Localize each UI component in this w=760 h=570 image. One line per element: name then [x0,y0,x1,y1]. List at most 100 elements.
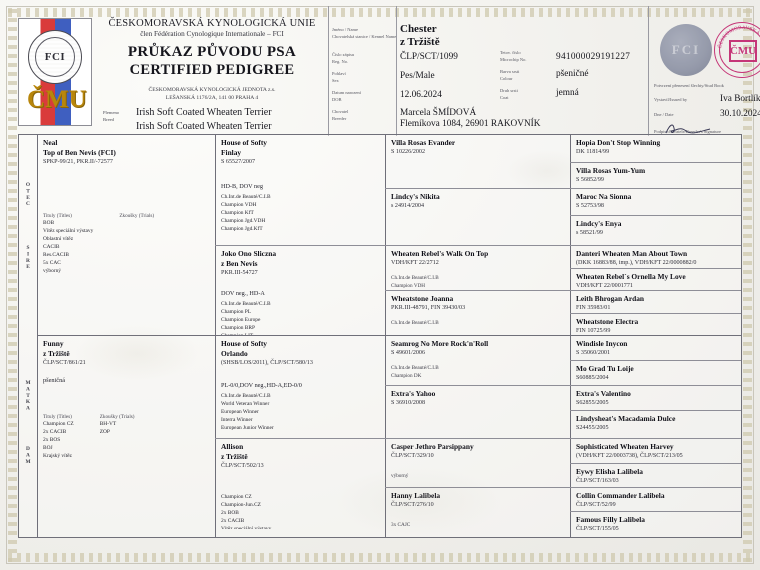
dog-coat: jemná [556,88,579,98]
gen4-name-10: Extra's Valentino [576,389,631,398]
gen4-cell-15: Famous Filly Lalibela ČLP/SCT/155/05 [571,512,741,535]
gen4-cell-6: Leith Bhrogan Ardan FIN 35983/01 [571,291,741,313]
gen2-titles-3: Champion CZ Champion-Jun.CZ 2x BOB 2x CACIB… [221,493,272,529]
label-date: Dne / Date [654,112,674,117]
cmku-round-stamp-icon: ČMU ČESKOMORAVSKÁ KYNOLOGICKÁ UNIE [714,22,760,78]
gen4-cell-1: Villa Rosas Yum-Yum S 56852/99 [571,163,741,188]
gen2-titles-2: Ch.Int.de Beauté/C.I.B World Veteran Winn… [221,392,274,431]
dam-name: Funny [43,339,64,348]
gen4-sep-1 [570,162,741,163]
org-address-line-1: ČESKOMORAVSKÁ KYNOLOGICKÁ JEDNOTA z.s. [148,87,276,93]
gen2-name-2: House of Softy [221,339,267,348]
dam-titles-header: Tituly (Titles) [43,413,72,420]
sire-cell: Neal Top of Ben Nevis (FCI) SPKP-99/21, … [38,135,214,335]
sire-titles-header: Tituly (Titles) [43,212,72,219]
gen4-sep-12 [570,463,741,464]
gen3-reg-0: S 10226/2002 [391,149,426,156]
gen4-sep-6 [570,290,741,291]
gen4-name-7: Wheatstone Electra [576,317,639,326]
dog-identity-fields: Jméno / Name Chovatelská stanice / Kenne… [328,6,760,136]
gen3-cell-6: Casper Jethro Parsippany ČLP/SCT/329/10 … [386,439,569,487]
sire-kennel: Top of Ben Nevis (FCI) [43,147,116,157]
gen3-extra-7: 3x CAJC [391,521,411,528]
gen3-extra-2: Ch.Int.de Beauté/C.I.B Champion VDH [391,274,439,289]
gen4-name-15: Famous Filly Lalibela [576,515,645,524]
gen4-sep-4 [570,245,741,246]
sire-tests-header: Zkoušky (Trials) [119,212,155,219]
stamp-arc-text: ČESKOMORAVSKÁ KYNOLOGICKÁ UNIE [715,23,760,51]
gen4-sep-14 [570,511,741,512]
gen3-reg-1: s 24914/2004 [391,203,425,210]
document-title-cz: PRŮKAZ PŮVODU PSA [127,44,297,60]
gen3-reg-5: S 36910/2008 [391,400,426,407]
dog-microchip: 941000029191227 [556,52,631,62]
gen3-sep-2 [385,245,570,246]
breed-values: Irish Soft Coated Wheaten Terrier Irish … [136,106,272,133]
gen2-cell-1: Joko Ono Sliczna z Ben Nevis PKR.III-547… [216,246,384,335]
label-reg-no: Číslo zápisu Reg. No. [332,52,355,65]
breeder-address: Flemíkova 1084, 26901 RAKOVNÍK [400,119,541,129]
gen4-name-1: Villa Rosas Yum-Yum [576,166,646,175]
label-sex: Pohlaví Sex [332,71,346,84]
gen4-name-13: Eywy Elisha Lalibela [576,467,643,476]
gen4-cell-14: Collin Commander Lalibela ČLP/SCT/52/99 [571,488,741,511]
side-label-sire-en: SIRE [25,244,31,271]
border-pattern-bottom [8,553,752,562]
gen4-sep-13 [570,487,741,488]
gen3-extra-4: Ch.Int.de Beauté/C.I.B Champion DK [391,364,439,379]
gen3-sep-1 [385,188,570,189]
dog-sex: Pes/Male [400,71,435,81]
gen3-cell-7: Hanny Lalibela ČLP/SCT/276/10 3x CAJC [386,488,569,529]
sire-reg-no: SPKP-99/21, PKR.II/-72577 [43,159,113,166]
side-label-sire-cz: OTEC [25,182,31,208]
label-kennel: Chovatelská stanice / Kennel Name [332,34,397,39]
side-label-dam-cz: MATKA [25,380,31,412]
gen4-reg-9: S60885/2004 [576,375,609,382]
gen3-extra-3: Ch.Int.de Beauté/C.I.B [391,319,439,326]
gen2-titles-1: Ch.Int.de Beauté/C.I.B Champion PL Champio… [221,300,271,335]
issued-by-value: Iva Bortlíková [720,94,760,104]
side-label-dam-en: DAM [25,446,31,466]
gen4-cell-13: Eywy Elisha Lalibela ČLP/SCT/163/03 [571,464,741,487]
dam-coat: pšeničná [43,376,66,384]
gen3-cell-5: Extra's Yahoo S 36910/2008 [386,386,569,438]
gen3-name-3: Wheatstone Joanna [391,294,454,303]
organisation-address: ČESKOMORAVSKÁ KYNOLOGICKÁ JEDNOTA z.s. L… [103,86,321,103]
gen4-cell-12: Sophisticated Wheaten Harvey (VDH/KFT 22… [571,439,741,463]
gen2-titles-0: Ch.Int.de Beauté/C.I.B Champion VDH Champi… [221,193,271,232]
gen4-reg-8: S 35060/2001 [576,350,611,357]
label-microchip: Tetov. číslo Microchip No. [500,50,527,63]
dog-colour: pšeničné [556,69,589,79]
gen2-cell-0: House of Softy Finlay S 65527/2007 HD-B,… [216,135,384,245]
border-pattern-top [8,8,752,17]
gen2-cell-2: House of Softy Orlando (SHSB/LOS/2011), … [216,336,384,438]
gen2-name-1: Joko Ono Sliczna [221,249,277,258]
gen4-reg-15: ČLP/SCT/155/05 [576,526,619,533]
gen4-reg-3: s 58521/99 [576,230,603,237]
label-name: Jméno / Name [332,27,358,32]
gen2-health-2: PL-0/0,DOV neg.,HD-A,ED-0/0 [221,381,302,389]
gen3-sep-6 [385,487,570,488]
cmku-logo-label: ČMU [27,86,87,113]
gen4-reg-7: FIN 10725/99 [576,328,611,335]
dam-tests-header: Zkoušky (Trials) [99,413,135,420]
label-dob: Datum narození DOB [332,90,361,103]
gen3-extra-6: výborný [391,472,409,479]
label-coat: Druh srsti Coat [500,88,518,101]
breed-field-label: Plemeno Breed [103,110,120,122]
document-title-en: CERTIFIED PEDIGREE [129,62,295,78]
gen4-name-8: Windisle Inycon [576,339,628,348]
dam-tests: BH-VT ZOP [99,420,117,435]
dog-name: Chester [400,23,437,35]
gen4-reg-2: S 52753/98 [576,203,604,210]
gen4-name-9: Mo Grad Tu Loije [576,364,634,373]
label-issued-by: Vystavil/Issued by [654,97,688,102]
gen4-reg-4: (DKK 16883/88, imp.), VDH/KFT 22/0000882… [576,260,697,267]
gen4-sep-5 [570,268,741,269]
issue-date-value: 30.10.2024 [720,109,760,119]
gen4-reg-1: S 56852/99 [576,177,604,184]
sire-titles: BOB Vítěz speciální výstavy Oblastní vítěz… [43,219,94,275]
gen3-cell-3: Wheatstone Joanna PKR.III-48791, FIN 394… [386,291,569,335]
dam-kennel: z Tržiště [43,348,70,358]
breed-name-en: Irish Soft Coated Wheaten Terrier [136,120,272,132]
